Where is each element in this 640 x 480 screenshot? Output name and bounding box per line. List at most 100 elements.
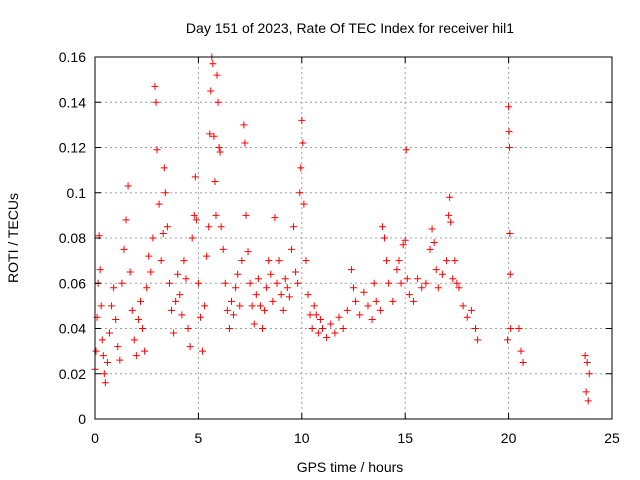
data-point	[327, 320, 335, 328]
data-point	[100, 370, 108, 378]
data-point	[356, 311, 364, 319]
data-point	[256, 302, 264, 310]
data-point	[203, 252, 211, 260]
data-point	[350, 284, 357, 292]
chart-title: Day 151 of 2023, Rate Of TEC Index for r…	[186, 20, 514, 36]
data-point	[122, 216, 130, 224]
data-point	[453, 279, 461, 287]
data-point	[212, 211, 220, 219]
data-point	[352, 297, 360, 305]
data-point	[399, 241, 407, 249]
data-point	[163, 223, 171, 231]
data-point	[191, 173, 199, 181]
data-point	[277, 291, 285, 299]
x-axis-label: GPS time / hours	[297, 459, 404, 475]
data-point	[290, 223, 298, 231]
data-point	[152, 98, 160, 106]
data-point	[149, 234, 157, 242]
x-tick-label: 5	[195, 430, 203, 446]
data-point	[316, 315, 324, 323]
y-tick-label: 0	[78, 411, 86, 427]
data-point	[250, 320, 258, 328]
data-point	[506, 270, 514, 278]
data-point	[105, 329, 113, 337]
x-tick-label: 25	[604, 430, 620, 446]
data-point	[161, 189, 169, 197]
data-point	[213, 71, 221, 79]
data-point	[504, 336, 512, 344]
data-point	[347, 266, 355, 274]
data-point	[300, 200, 308, 208]
x-tick-label: 10	[294, 430, 310, 446]
data-point	[145, 252, 153, 260]
data-point	[234, 270, 242, 278]
data-point	[103, 358, 111, 366]
data-point	[302, 257, 310, 265]
data-point	[405, 291, 413, 299]
data-point	[304, 291, 312, 299]
y-tick-label: 0.08	[59, 230, 86, 246]
data-point	[254, 275, 262, 283]
data-point	[323, 334, 331, 342]
data-point	[157, 257, 165, 265]
data-point	[116, 356, 124, 364]
data-point	[314, 329, 322, 337]
y-tick-label: 0.12	[59, 140, 86, 156]
data-point	[141, 347, 149, 355]
data-point	[474, 336, 482, 344]
data-point	[188, 234, 196, 242]
data-point	[426, 245, 434, 253]
data-point	[409, 297, 417, 305]
data-point	[153, 146, 161, 154]
data-point	[168, 306, 176, 314]
data-point	[459, 302, 467, 310]
data-point	[446, 193, 454, 201]
data-point	[97, 302, 105, 310]
data-point	[368, 315, 376, 323]
data-point	[165, 279, 173, 287]
data-point	[248, 302, 256, 310]
x-tick-label: 20	[501, 430, 517, 446]
data-point	[232, 284, 240, 292]
y-tick-label: 0.02	[59, 366, 86, 382]
data-point	[519, 358, 527, 366]
data-point	[238, 257, 246, 265]
data-point	[583, 358, 591, 366]
data-point	[101, 379, 109, 387]
data-point	[221, 279, 229, 287]
grid-lines	[95, 57, 612, 419]
data-point	[395, 257, 403, 265]
data-point	[507, 325, 515, 332]
data-point	[335, 313, 343, 321]
data-point	[126, 268, 134, 276]
data-point	[401, 236, 409, 244]
data-point	[139, 325, 147, 332]
data-point	[422, 279, 430, 287]
data-point	[306, 311, 314, 319]
data-point	[428, 225, 436, 233]
data-point	[242, 211, 250, 219]
data-point	[310, 302, 318, 310]
data-point	[281, 275, 289, 283]
x-tick-label: 0	[91, 430, 99, 446]
data-point	[389, 297, 397, 305]
data-point	[308, 325, 316, 332]
data-point	[271, 214, 279, 222]
data-point	[176, 291, 184, 299]
data-point	[196, 313, 204, 321]
data-point	[381, 234, 389, 242]
data-point	[211, 177, 219, 185]
data-point	[418, 284, 426, 292]
data-point	[455, 284, 463, 292]
data-point	[252, 291, 260, 299]
data-point	[287, 245, 295, 253]
data-point	[581, 352, 589, 360]
data-point	[445, 211, 453, 219]
data-point	[215, 144, 223, 151]
data-point	[128, 306, 136, 314]
x-tick-label: 15	[397, 430, 413, 446]
data-point	[434, 284, 442, 292]
data-point	[174, 270, 182, 278]
data-point	[378, 223, 386, 231]
